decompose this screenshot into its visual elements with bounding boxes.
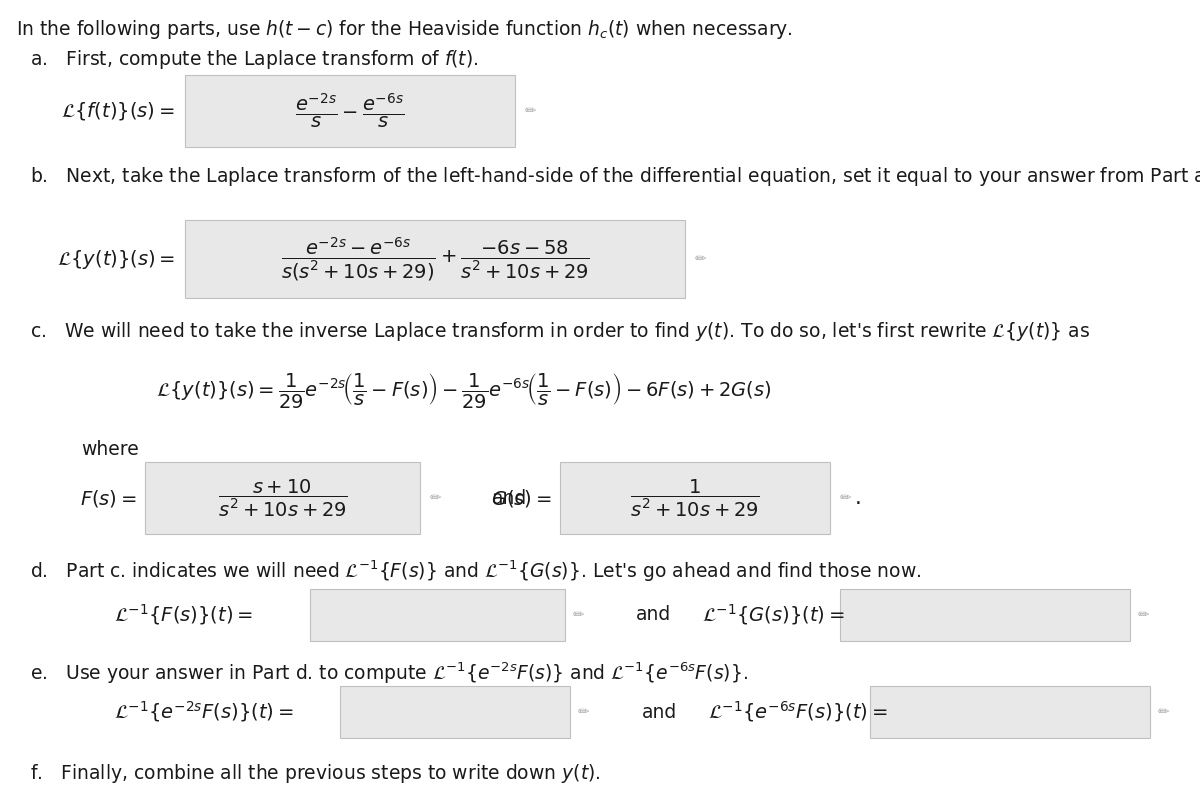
- Text: $\dfrac{e^{-2s}-e^{-6s}}{s(s^2+10s+29)} + \dfrac{-6s-58}{s^2+10s+29}$: $\dfrac{e^{-2s}-e^{-6s}}{s(s^2+10s+29)} …: [281, 235, 589, 282]
- Text: and: and: [492, 489, 527, 507]
- Text: f.   Finally, combine all the previous steps to write down $y(t)$.: f. Finally, combine all the previous ste…: [30, 762, 600, 785]
- Text: ✏: ✏: [695, 252, 707, 266]
- Text: ✏: ✏: [840, 491, 852, 505]
- FancyBboxPatch shape: [870, 686, 1150, 738]
- Text: $\mathcal{L}^{-1}\{e^{-2s}F(s)\}(t) = $: $\mathcal{L}^{-1}\{e^{-2s}F(s)\}(t) = $: [114, 700, 294, 724]
- Text: In the following parts, use $h(t-c)$ for the Heaviside function $h_c(t)$ when ne: In the following parts, use $h(t-c)$ for…: [16, 18, 792, 41]
- FancyBboxPatch shape: [185, 75, 515, 147]
- Text: d.   Part c. indicates we will need $\mathcal{L}^{-1}\{F(s)\}$ and $\mathcal{L}^: d. Part c. indicates we will need $\math…: [30, 558, 922, 583]
- Text: $G(s) = $: $G(s) = $: [491, 488, 552, 509]
- Text: c.   We will need to take the inverse Laplace transform in order to find $y(t)$.: c. We will need to take the inverse Lapl…: [30, 320, 1090, 343]
- Text: $\mathcal{L}\{y(t)\}(s) = \dfrac{1}{29}e^{-2s}\!\left(\dfrac{1}{s} - F(s)\right): $\mathcal{L}\{y(t)\}(s) = \dfrac{1}{29}e…: [156, 371, 772, 409]
- FancyBboxPatch shape: [145, 462, 420, 534]
- Text: $\mathcal{L}^{-1}\{F(s)\}(t) = $: $\mathcal{L}^{-1}\{F(s)\}(t) = $: [114, 603, 253, 628]
- Text: $\dfrac{1}{s^2+10s+29}$: $\dfrac{1}{s^2+10s+29}$: [630, 477, 760, 519]
- FancyBboxPatch shape: [560, 462, 830, 534]
- FancyBboxPatch shape: [340, 686, 570, 738]
- Text: ✏: ✏: [1158, 705, 1170, 719]
- Text: and: and: [642, 702, 677, 722]
- Text: ✏: ✏: [430, 491, 442, 505]
- Text: ✏: ✏: [1138, 608, 1150, 622]
- Text: b.   Next, take the Laplace transform of the left-hand-side of the differential : b. Next, take the Laplace transform of t…: [30, 165, 1200, 188]
- Text: $\dfrac{s+10}{s^2+10s+29}$: $\dfrac{s+10}{s^2+10s+29}$: [217, 477, 347, 519]
- Text: e.   Use your answer in Part d. to compute $\mathcal{L}^{-1}\{e^{-2s}F(s)\}$ and: e. Use your answer in Part d. to compute…: [30, 660, 748, 685]
- Text: where: where: [82, 440, 139, 459]
- Text: $\mathcal{L}^{-1}\{e^{-6s}F(s)\}(t) = $: $\mathcal{L}^{-1}\{e^{-6s}F(s)\}(t) = $: [708, 700, 888, 724]
- Text: $\mathcal{L}\{f(t)\}(s) = $: $\mathcal{L}\{f(t)\}(s) = $: [61, 100, 175, 122]
- Text: $\mathcal{L}\{y(t)\}(s) = $: $\mathcal{L}\{y(t)\}(s) = $: [56, 248, 175, 270]
- Text: $F(s) = $: $F(s) = $: [80, 488, 137, 509]
- FancyBboxPatch shape: [185, 220, 685, 298]
- Text: .: .: [854, 488, 862, 508]
- Text: a.   First, compute the Laplace transform of $f(t)$.: a. First, compute the Laplace transform …: [30, 48, 479, 71]
- FancyBboxPatch shape: [840, 589, 1130, 641]
- Text: and: and: [636, 605, 671, 625]
- FancyBboxPatch shape: [310, 589, 565, 641]
- Text: $\dfrac{e^{-2s}}{s} - \dfrac{e^{-6s}}{s}$: $\dfrac{e^{-2s}}{s} - \dfrac{e^{-6s}}{s}…: [295, 91, 404, 130]
- Text: ✏: ✏: [578, 705, 589, 719]
- Text: $\mathcal{L}^{-1}\{G(s)\}(t) = $: $\mathcal{L}^{-1}\{G(s)\}(t) = $: [702, 603, 845, 628]
- Text: ✏: ✏: [526, 104, 536, 118]
- Text: ✏: ✏: [574, 608, 584, 622]
